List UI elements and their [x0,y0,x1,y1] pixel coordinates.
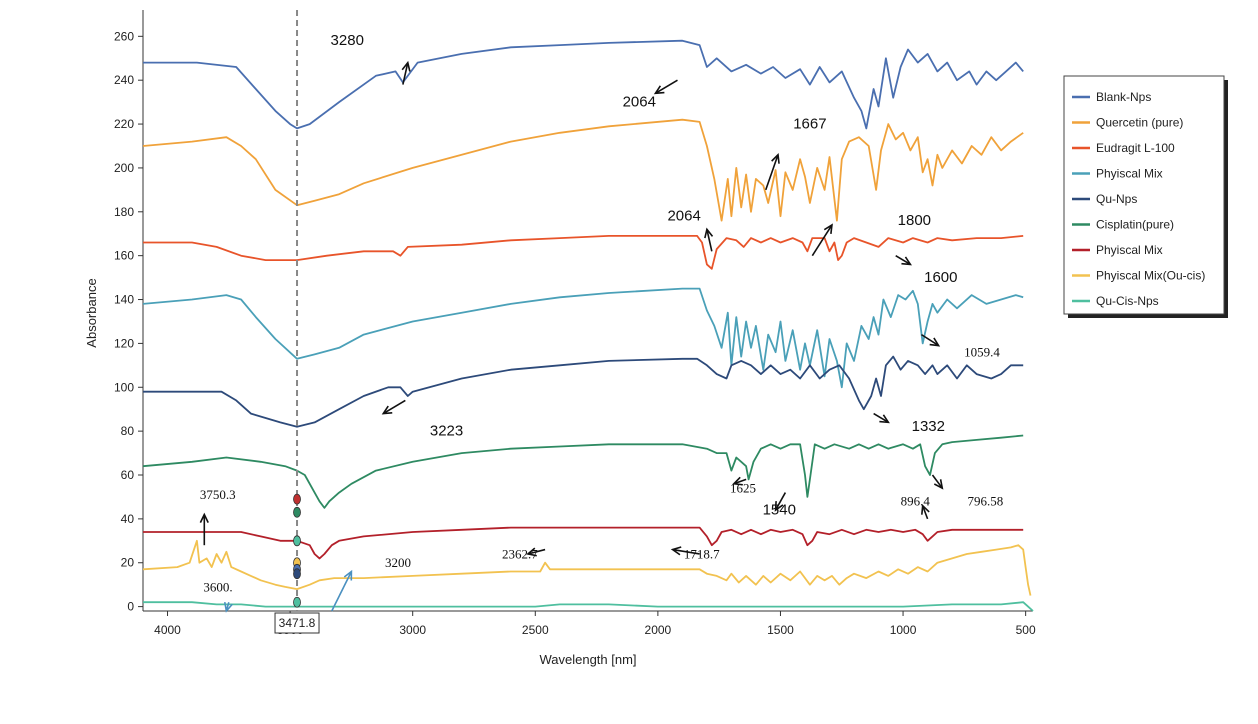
series-line-2 [142,118,1024,222]
legend-label: Cisplatin(pure) [1096,218,1174,232]
cursor-readout: 3471.8 [279,616,316,630]
legend-label: Qu-Nps [1096,192,1137,206]
legend-label: Qu-Cis-Nps [1096,294,1159,308]
y-tick-label: 80 [121,424,135,438]
y-tick-label: 240 [114,73,134,87]
series-line-7 [143,526,1024,560]
annotation-label: 1332 [912,418,945,435]
annotation-label: 2064 [623,94,656,111]
annotation-arrow [331,569,353,612]
annotation-arrow [199,512,209,546]
annotation-label: 3200 [385,555,411,570]
annotation-arrow [732,476,747,486]
series-line-6 [142,434,1024,509]
x-tick-label: 1000 [890,623,917,637]
x-tick-label: 2500 [522,623,549,637]
annotation-label: 3223 [430,423,463,440]
y-tick-label: 140 [114,293,134,307]
y-tick-label: 200 [114,161,134,175]
cursor-readout-box[interactable] [274,612,320,634]
annotation-arrow [921,503,930,520]
x-tick-label: 2000 [645,623,672,637]
legend-label: Blank-Nps [1096,90,1151,104]
annotation-arrow [653,79,678,95]
annotation-arrow [774,492,787,512]
series-line-3 [143,235,1024,270]
cursor-marker [293,568,301,580]
x-tick-label: 4000 [154,623,181,637]
annotation-arrow [921,333,941,347]
cursor-marker [293,506,301,518]
y-tick-label: 260 [114,29,134,43]
legend-label: Quercetin (pure) [1096,116,1183,130]
annotation-label: 2362.7 [502,546,538,561]
annotation-arrow [811,223,833,257]
annotation-label: 1667 [793,115,826,132]
annotation-label: 896.4 [901,494,931,509]
annotation-label: 1800 [898,212,931,229]
series-line-8 [142,539,1032,596]
annotation-arrow [873,412,890,424]
annotation-arrow [931,474,944,490]
annotation-label: 3600. [203,579,232,594]
cursor-group[interactable]: 3471.8 [274,10,320,634]
annotation-arrow [704,227,714,252]
annotation-label: 1600 [924,269,957,286]
series-line-1 [143,39,1024,130]
y-tick-label: 100 [114,380,134,394]
legend-label: Eudragit L-100 [1096,141,1175,155]
cursor-marker [293,535,301,547]
y-axis-title: Absorbance [84,278,99,347]
annotation-arrow [895,254,912,266]
x-axis-title: Wavelength [nm] [539,652,636,667]
annotation-arrow [401,60,411,85]
annotation-label: 3750.3 [200,487,236,502]
series-line-4 [142,287,1024,389]
annotation-arrow [381,399,406,415]
y-tick-label: 60 [121,468,135,482]
legend: Blank-Nps Quercetin (pure) Eudragit L-100 P… [1063,75,1228,318]
y-tick-label: 220 [114,117,134,131]
cursor-marker [293,493,301,505]
y-tick-label: 180 [114,205,134,219]
x-tick-label: 500 [1016,623,1036,637]
legend-label: Phyiscal Mix [1096,243,1163,257]
annotation-label: 3280 [331,32,364,49]
series-line-5 [143,355,1024,428]
annotation-arrow [223,601,233,613]
annotation-label: 1718.7 [684,546,720,561]
annotation-arrow [526,547,546,557]
y-tick-label: 120 [114,336,134,350]
series-line-9 [143,601,1034,612]
annotation-arrow [670,546,700,556]
cursor-marker [293,596,301,608]
x-tick-label: 3000 [399,623,426,637]
y-tick-label: 160 [114,249,134,263]
y-tick-label: 40 [121,512,135,526]
y-tick-label: 20 [121,556,135,570]
annotation-label: 796.58 [968,494,1004,509]
annotation-arrow [764,153,780,191]
x-tick-label: 1500 [767,623,794,637]
series-group [142,39,1034,612]
annotation-label: 1059.4 [964,345,1000,360]
annotation-label: 2064 [667,208,700,225]
annotation-label: 1540 [763,501,796,518]
legend-label: Phyiscal Mix [1096,167,1163,181]
annotation-label: 1625 [730,481,756,496]
legend-label: Phyiscal Mix(Ou-cis) [1096,269,1205,283]
annotations-group: 3280 2064 1667 2064 1800 1600 1059.4 3223 1332 16… [199,32,1004,613]
y-tick-label: 0 [127,600,134,614]
